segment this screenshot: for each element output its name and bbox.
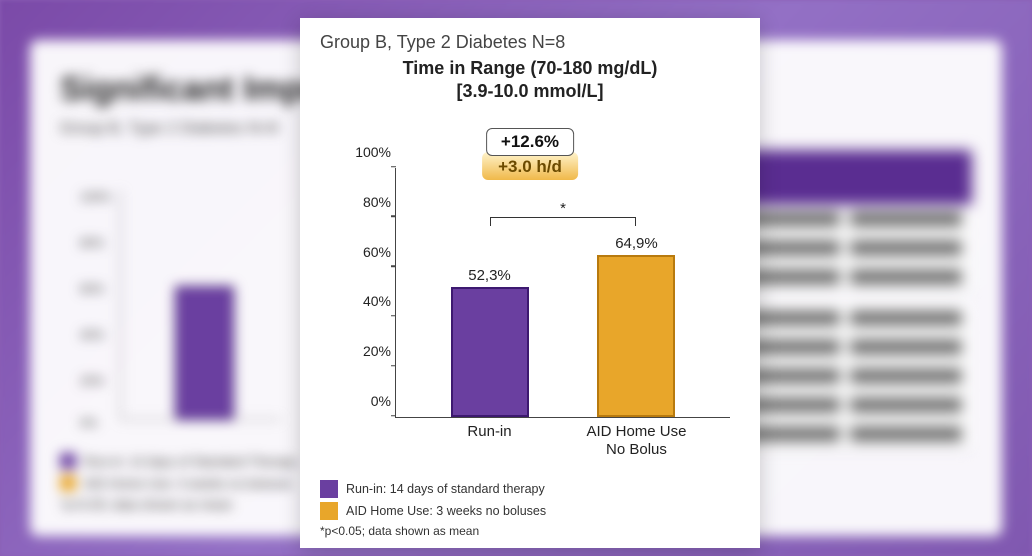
ytick-label: 40% — [351, 293, 391, 309]
chart-area: 0%20%40%60%80%100%52,3%Run-in64,9%AID Ho… — [350, 158, 735, 448]
bar-runin: 52,3% — [451, 287, 529, 417]
chart-title: Time in Range (70-180 mg/dL) [3.9-10.0 m… — [320, 57, 740, 102]
ytick-label: 60% — [351, 244, 391, 260]
chart-title-line2: [3.9-10.0 mmol/L] — [320, 80, 740, 103]
ytick-label: 100% — [351, 144, 391, 160]
xlabel-aid: AID Home UseNo Bolus — [586, 423, 686, 459]
legend-footnote: *p<0.05; data shown as mean — [320, 524, 740, 538]
ytick-label: 20% — [351, 343, 391, 359]
background-subtitle-blur: Group B, Type 2 Diabetes N=8 — [60, 120, 278, 138]
bar-value-label-runin: 52,3% — [468, 267, 511, 284]
legend-item-runin: Run-in: 14 days of standard therapy — [320, 480, 740, 498]
plot-region: 0%20%40%60%80%100%52,3%Run-in64,9%AID Ho… — [395, 168, 730, 418]
callout-stack: +12.6% +3.0 h/d — [482, 128, 578, 180]
legend-swatch-runin — [320, 480, 338, 498]
legend-text-runin: Run-in: 14 days of standard therapy — [346, 482, 545, 496]
background-chart-blur: 100% 80% 60% 40% 20% 0% — [80, 190, 290, 450]
legend: Run-in: 14 days of standard therapy AID … — [320, 480, 740, 538]
legend-item-aid: AID Home Use: 3 weeks no boluses — [320, 502, 740, 520]
legend-text-aid: AID Home Use: 3 weeks no boluses — [346, 504, 546, 518]
xlabel-runin: Run-in — [467, 423, 511, 441]
callout-delta-time: +3.0 h/d — [482, 152, 578, 180]
legend-swatch-aid — [320, 502, 338, 520]
group-line: Group B, Type 2 Diabetes N=8 — [320, 32, 740, 53]
chart-title-line1: Time in Range (70-180 mg/dL) — [320, 57, 740, 80]
bar-aid: 64,9% — [597, 255, 675, 417]
bar-value-label-aid: 64,9% — [615, 235, 658, 252]
ytick-label: 80% — [351, 194, 391, 210]
ytick-label: 0% — [351, 393, 391, 409]
significance-star: * — [560, 200, 566, 217]
callout-delta-percent: +12.6% — [486, 128, 574, 156]
significance-bracket: * — [490, 217, 637, 226]
chart-card: Group B, Type 2 Diabetes N=8 Time in Ran… — [300, 18, 760, 548]
background-legend-blur: Run-in: 14 days of Standard Therapy AID … — [60, 453, 297, 518]
